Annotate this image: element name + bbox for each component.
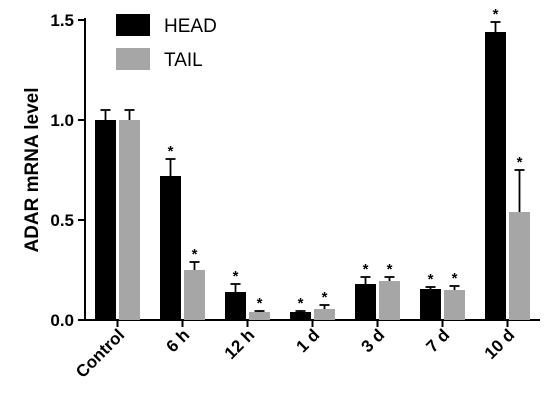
significance-marker: * bbox=[428, 271, 434, 288]
bars: * * * * * * * * * * * * bbox=[95, 6, 530, 320]
significance-marker: * bbox=[168, 143, 174, 160]
significance-marker: * bbox=[363, 261, 369, 278]
y-tick-label: 1.0 bbox=[50, 111, 74, 130]
bar bbox=[184, 270, 205, 320]
bar bbox=[290, 312, 311, 320]
x-tick-label: Control bbox=[72, 325, 128, 381]
x-tick-label: 3 d bbox=[358, 325, 389, 356]
legend: HEAD TAIL bbox=[116, 14, 217, 71]
legend-label: TAIL bbox=[164, 50, 203, 71]
significance-marker: * bbox=[257, 295, 263, 312]
bar bbox=[95, 120, 116, 320]
bar bbox=[160, 176, 181, 320]
bar bbox=[119, 120, 140, 320]
bar bbox=[379, 281, 400, 320]
bar bbox=[444, 290, 465, 320]
significance-marker: * bbox=[452, 270, 458, 287]
significance-marker: * bbox=[233, 268, 239, 285]
significance-marker: * bbox=[298, 295, 304, 312]
legend-swatch bbox=[116, 14, 150, 36]
y-tick-label: 1.5 bbox=[50, 11, 74, 30]
x-tick-label: 1 d bbox=[293, 325, 324, 356]
y-tick-label: 0.0 bbox=[50, 311, 74, 330]
bar bbox=[355, 284, 376, 320]
bar bbox=[420, 289, 441, 320]
significance-marker: * bbox=[192, 246, 198, 263]
significance-marker: * bbox=[387, 261, 393, 278]
bar bbox=[249, 312, 270, 320]
x-tick-label: 7 d bbox=[423, 325, 454, 356]
y-axis-label: ADAR mRNA level bbox=[22, 87, 43, 252]
y-tick-label: 0.5 bbox=[50, 211, 74, 230]
bar bbox=[485, 32, 506, 320]
legend-swatch bbox=[116, 48, 150, 70]
significance-marker: * bbox=[517, 154, 523, 171]
x-tick-label: 6 h bbox=[163, 325, 194, 356]
x-tick-label: 12 h bbox=[221, 325, 258, 362]
legend-label: HEAD bbox=[164, 16, 217, 37]
bar bbox=[509, 212, 530, 320]
significance-marker: * bbox=[493, 6, 499, 23]
x-tick-label: 10 d bbox=[481, 325, 518, 362]
bar bbox=[225, 292, 246, 320]
bar bbox=[314, 309, 335, 320]
significance-marker: * bbox=[322, 289, 328, 306]
